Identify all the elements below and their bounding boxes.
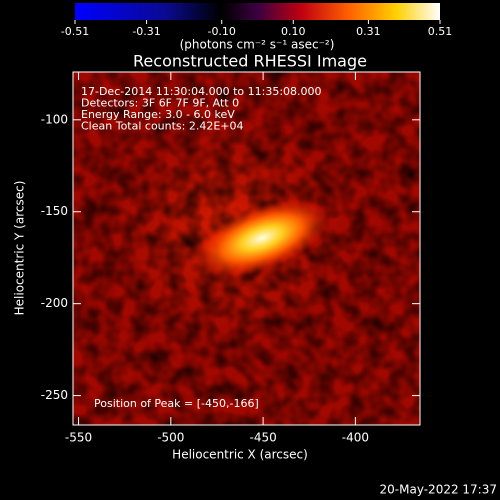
colorbar-tick-label: 0.51 <box>428 25 453 38</box>
x-tick-label: -550 <box>65 431 92 445</box>
plot-frame <box>72 71 421 426</box>
colorbar-tick-label: -0.31 <box>132 25 160 38</box>
colorbar-label: (photons cm⁻² s⁻¹ asec⁻²) <box>180 38 335 52</box>
colorbar-tick-label: -0.10 <box>207 25 235 38</box>
annotation: Energy Range: 3.0 - 6.0 keV <box>81 108 235 121</box>
colorbar-tick-label: -0.51 <box>61 25 89 38</box>
y-tick-label: -250 <box>41 388 68 402</box>
timestamp: 20-May-2022 17:37 <box>380 483 497 497</box>
annotation: 17-Dec-2014 11:30:04.000 to 11:35:08.000 <box>81 85 322 98</box>
y-axis-label: Heliocentric Y (arcsec) <box>13 181 27 316</box>
annotation: Detectors: 3F 6F 7F 9F, Att 0 <box>81 97 239 110</box>
chart-title: Reconstructed RHESSI Image <box>133 52 367 71</box>
x-tick-label: -400 <box>342 431 369 445</box>
x-tick-label: -500 <box>157 431 184 445</box>
x-tick-label: -450 <box>249 431 276 445</box>
y-tick-label: -100 <box>41 112 68 126</box>
x-axis-label: Heliocentric X (arcsec) <box>172 448 308 462</box>
colorbar-tick-label: 0.31 <box>356 25 381 38</box>
colorbar-tick-label: 0.10 <box>281 25 306 38</box>
y-tick-label: -150 <box>41 204 68 218</box>
peak-label: Position of Peak = [-450,-166] <box>94 397 259 410</box>
image <box>73 72 420 425</box>
y-tick-label: -200 <box>41 296 68 310</box>
colorbar <box>75 3 440 20</box>
annotation: Clean Total counts: 2.42E+04 <box>81 120 244 133</box>
